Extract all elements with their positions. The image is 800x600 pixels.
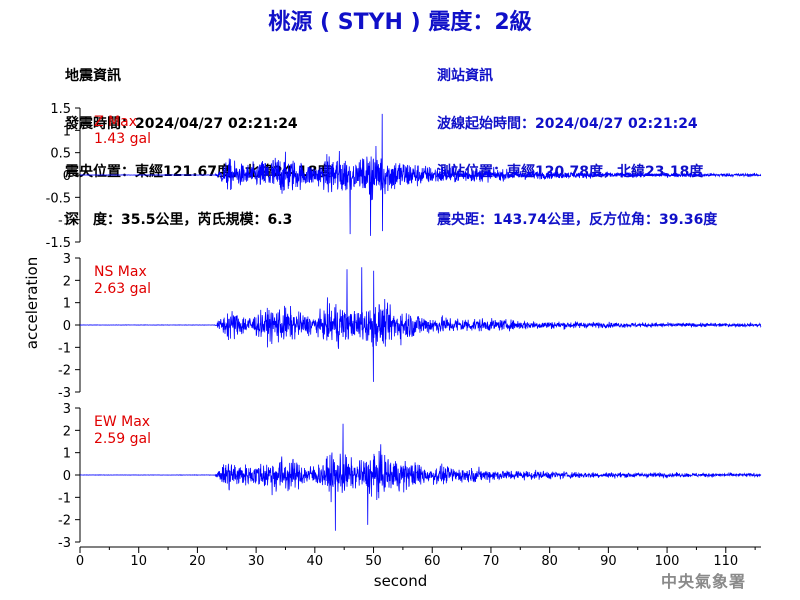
x-tick-label: 0 bbox=[76, 554, 84, 569]
x-tick-label: 50 bbox=[365, 554, 382, 569]
y-axis-label: acceleration bbox=[23, 257, 41, 349]
distance-azimuth: 震央距：143.74公里，反方位角：39.36度 bbox=[437, 212, 718, 228]
x-axis-label: second bbox=[374, 572, 428, 590]
y-tick-label: 3 bbox=[63, 402, 71, 417]
depth-magnitude: 深 度：35.5公里，芮氏規模：6.3 bbox=[65, 212, 293, 228]
credit-text: 中央氣象署 bbox=[660, 572, 746, 591]
y-tick-label: -3 bbox=[58, 386, 71, 401]
y-tick-label: 3 bbox=[63, 252, 71, 267]
origin-time: 發震時間：2024/04/27 02:21:24 bbox=[65, 116, 298, 132]
max-label-value: 2.59 gal bbox=[94, 431, 151, 447]
y-tick-label: -3 bbox=[58, 536, 71, 551]
y-tick-label: -2 bbox=[58, 364, 71, 379]
y-tick-label: 1.5 bbox=[50, 102, 71, 117]
x-tick-label: 30 bbox=[248, 554, 265, 569]
waveform-trace bbox=[79, 113, 762, 236]
y-tick-label: 2 bbox=[63, 274, 71, 289]
y-tick-label: -1 bbox=[58, 214, 71, 229]
quake-info-heading: 地震資訊 bbox=[65, 68, 121, 84]
y-tick-label: 0 bbox=[63, 319, 71, 334]
y-tick-label: -1 bbox=[58, 341, 71, 356]
y-tick-label: -0.5 bbox=[46, 191, 71, 206]
x-tick-label: 100 bbox=[655, 554, 680, 569]
y-tick-label: -1.5 bbox=[46, 236, 71, 251]
x-tick-label: 10 bbox=[130, 554, 147, 569]
y-tick-label: 1 bbox=[63, 124, 71, 139]
y-tick-label: 1 bbox=[63, 297, 71, 312]
station-info-heading: 測站資訊 bbox=[437, 68, 493, 84]
station-info: 測站資訊 波線起始時間：2024/04/27 02:21:24 測站位置：東經1… bbox=[437, 36, 717, 244]
max-label-name: EW Max bbox=[94, 414, 150, 430]
x-tick-label: 110 bbox=[713, 554, 738, 569]
x-tick-label: 40 bbox=[307, 554, 324, 569]
waveform-trace bbox=[79, 267, 762, 382]
max-label-value: 2.63 gal bbox=[94, 281, 151, 297]
y-tick-label: 2 bbox=[63, 424, 71, 439]
y-tick-label: 0 bbox=[63, 169, 71, 184]
max-label-value: 1.43 gal bbox=[94, 131, 151, 147]
x-tick-label: 70 bbox=[483, 554, 500, 569]
x-tick-label: 60 bbox=[424, 554, 441, 569]
y-tick-label: -2 bbox=[58, 514, 71, 529]
y-tick-label: 0 bbox=[63, 469, 71, 484]
chart-title: 桃源 ( STYH ) 震度：2級 bbox=[268, 10, 532, 35]
max-label-name: NS Max bbox=[94, 264, 147, 280]
y-tick-label: 1 bbox=[63, 447, 71, 462]
y-tick-label: 0.5 bbox=[50, 147, 71, 162]
wave-start-time: 波線起始時間：2024/04/27 02:21:24 bbox=[437, 116, 698, 132]
waveform-trace bbox=[79, 423, 762, 531]
x-tick-label: 80 bbox=[541, 554, 558, 569]
x-tick-label: 90 bbox=[600, 554, 617, 569]
x-tick-label: 20 bbox=[189, 554, 206, 569]
max-label-name: Z Max bbox=[94, 114, 137, 130]
y-tick-label: -1 bbox=[58, 491, 71, 506]
